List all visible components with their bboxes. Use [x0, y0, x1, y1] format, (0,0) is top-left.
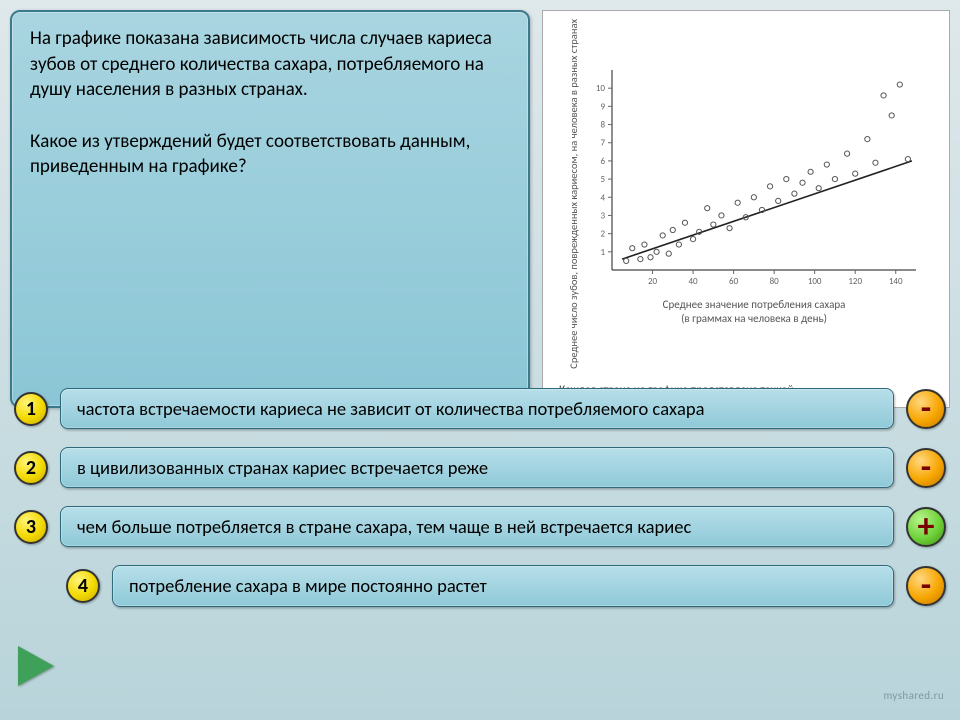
result-badge-3: +	[906, 507, 946, 547]
svg-text:2: 2	[600, 229, 605, 240]
scatter-chart: 1 2 3 4 5 6 7 8 9 10 20 40 60 80 100 120 140	[584, 62, 924, 292]
answer-number-3[interactable]: 3	[14, 510, 48, 544]
svg-text:7: 7	[600, 138, 605, 149]
svg-text:4: 4	[600, 192, 605, 203]
question-para2: Какое из утверждений будет соответствова…	[30, 129, 510, 180]
svg-text:3: 3	[600, 211, 605, 222]
answer-text-2[interactable]: в цивилизованных странах кариес встречае…	[60, 447, 894, 488]
svg-text:1: 1	[600, 247, 605, 258]
answer-row-3: 3 чем больше потребляется в стране сахар…	[14, 506, 946, 547]
svg-text:60: 60	[729, 276, 739, 287]
chart-plot-wrap: 1 2 3 4 5 6 7 8 9 10 20 40 60 80 100 120 140 Среднее зна…	[584, 62, 924, 326]
chart-panel: Среднее число зубов, поврежденных кариес…	[542, 10, 950, 408]
svg-text:10: 10	[596, 83, 606, 94]
result-badge-4: -	[906, 566, 946, 606]
chart-area: Среднее число зубов, поврежденных кариес…	[568, 19, 924, 369]
answer-text-4[interactable]: потребление сахара в мире постоянно раст…	[112, 565, 894, 606]
top-area: На графике показана зависимость числа сл…	[0, 0, 960, 408]
svg-text:40: 40	[689, 276, 699, 287]
chart-x-label: Среднее значение потребления сахара (в г…	[663, 298, 846, 326]
svg-text:120: 120	[848, 276, 862, 287]
svg-text:6: 6	[600, 156, 605, 167]
answers-container: 1 частота встречаемости кариеса не завис…	[0, 388, 960, 625]
question-para1: На графике показана зависимость числа сл…	[30, 26, 510, 103]
svg-text:9: 9	[600, 101, 605, 112]
svg-text:100: 100	[808, 276, 822, 287]
result-badge-2: -	[906, 448, 946, 488]
question-box: На графике показана зависимость числа сл…	[10, 10, 530, 408]
answer-row-1: 1 частота встречаемости кариеса не завис…	[14, 388, 946, 429]
svg-text:140: 140	[889, 276, 903, 287]
answer-row-2: 2 в цивилизованных странах кариес встреч…	[14, 447, 946, 488]
answer-text-1[interactable]: частота встречаемости кариеса не зависит…	[60, 388, 894, 429]
answer-text-3[interactable]: чем больше потребляется в стране сахара,…	[60, 506, 894, 547]
next-arrow-icon[interactable]	[18, 646, 54, 686]
answer-row-4: 4 потребление сахара в мире постоянно ра…	[14, 565, 946, 606]
result-badge-1: -	[906, 389, 946, 429]
answer-number-2[interactable]: 2	[14, 451, 48, 485]
watermark-text: myshared.ru	[883, 689, 944, 702]
svg-text:8: 8	[600, 120, 605, 131]
chart-y-label: Среднее число зубов, поврежденных кариес…	[568, 19, 580, 369]
svg-text:5: 5	[600, 174, 605, 185]
svg-text:20: 20	[648, 276, 658, 287]
answer-number-4[interactable]: 4	[66, 569, 100, 603]
svg-text:80: 80	[770, 276, 780, 287]
answer-number-1[interactable]: 1	[14, 392, 48, 426]
